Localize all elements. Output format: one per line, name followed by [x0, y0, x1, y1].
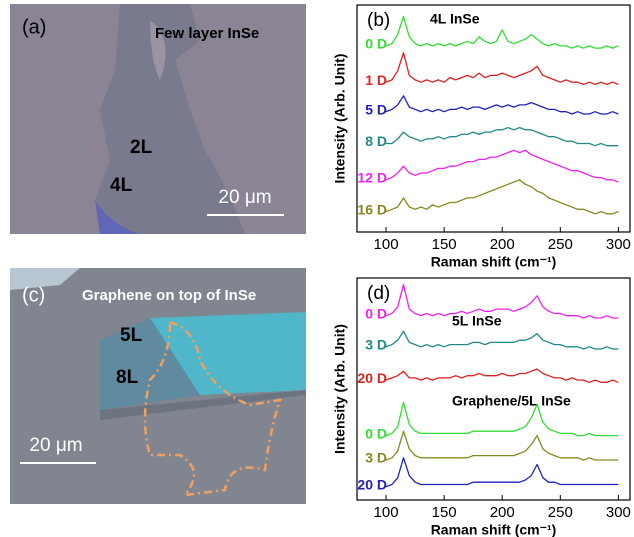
chart-title: 4L InSe [430, 11, 480, 27]
spectrum [385, 15, 619, 49]
layer-label: 8L [116, 367, 139, 388]
spectrum [385, 401, 619, 437]
x-tick-label: 300 [606, 236, 631, 253]
annotation: Graphene/5L InSe [452, 393, 571, 409]
series-label: 16 D [357, 201, 387, 217]
y-axis-label: Intensity (Arb. Unit) [332, 54, 348, 184]
layer-label: 5L [120, 325, 143, 346]
x-axis-label: Raman shift (cm⁻¹) [431, 522, 557, 537]
graphene-outline [143, 320, 282, 497]
x-tick-label: 100 [374, 504, 399, 521]
series-label: 12 D [357, 169, 387, 185]
image-title: Few layer InSe [155, 25, 259, 42]
series-label: 20 D [357, 476, 387, 492]
spectrum [385, 52, 619, 86]
panel-label: (a) [22, 16, 46, 38]
spectrum [386, 126, 619, 147]
x-tick-label: 250 [548, 504, 573, 521]
spectrum [385, 95, 619, 115]
flake-edge [100, 390, 306, 420]
x-tick-label: 250 [548, 236, 573, 253]
spectrum [385, 149, 619, 183]
micrograph-c: (c) Graphene on top of InSe 5L 8L 20 μm [10, 268, 306, 504]
chart: 100 150 200 250 300 Raman shift (cm⁻¹) Intensi… [332, 277, 631, 537]
y-axis-label: Intensity (Arb. Unit) [332, 324, 348, 454]
series-label: 0 D [365, 305, 387, 321]
x-tick-label: 150 [432, 236, 457, 253]
series-label: 8 D [365, 133, 387, 149]
panel-label: (b) [367, 10, 390, 31]
spectrum [385, 330, 619, 350]
spectrum [385, 179, 619, 215]
flake-fold [150, 20, 166, 80]
panel-label: (c) [22, 284, 45, 306]
series-label: 0 D [365, 36, 387, 52]
x-tick-label: 300 [606, 504, 631, 521]
x-tick-label: 100 [374, 236, 399, 253]
flake-edge [95, 200, 140, 234]
plot-frame [356, 277, 631, 501]
layer-label: 2L [130, 137, 153, 158]
flake [100, 318, 200, 410]
x-tick-label: 200 [490, 236, 515, 253]
plot-frame [356, 4, 631, 233]
spectrum [385, 368, 619, 383]
chart: 100 150 200 250 300 Raman shift (cm⁻¹) Intensi… [332, 4, 631, 270]
image-title: Graphene on top of InSe [82, 287, 256, 304]
series-label: 1 D [365, 72, 387, 88]
x-tick-label: 200 [490, 504, 515, 521]
spectrum [385, 457, 619, 488]
micrograph-a: (a) Few layer InSe 2L 4L 20 μm [10, 4, 306, 234]
x-axis-label: Raman shift (cm⁻¹) [431, 254, 557, 270]
chart-title: 5L InSe [452, 313, 502, 329]
series-label: 3 D [365, 337, 387, 353]
scale-bar-label: 20 μm [29, 435, 82, 456]
spectrum [385, 284, 619, 319]
panel-label: (d) [367, 283, 390, 304]
flake [10, 268, 80, 290]
flake [95, 4, 245, 234]
layer-label: 4L [110, 175, 133, 196]
series-label: 0 D [365, 425, 387, 441]
x-tick-label: 150 [432, 504, 457, 521]
series-label: 3 D [365, 450, 387, 466]
scale-bar-label: 20 μm [218, 187, 271, 208]
series-label: 20 D [357, 370, 387, 386]
spectrum [385, 430, 619, 461]
series-label: 5 D [365, 101, 387, 117]
